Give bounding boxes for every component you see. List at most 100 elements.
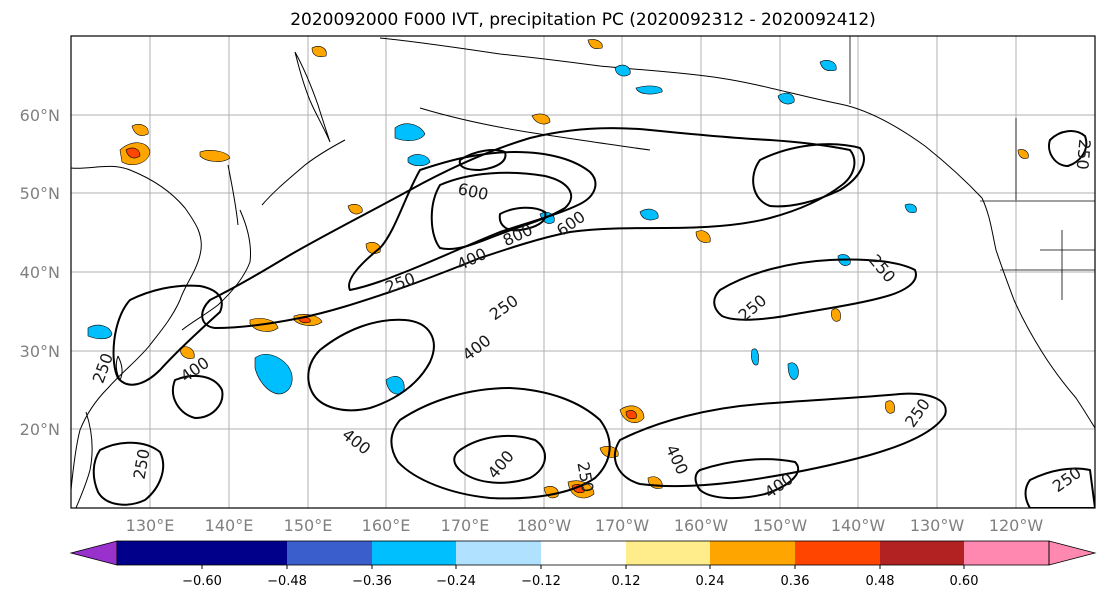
colorbar-swatch xyxy=(202,541,287,565)
ivt-contour-250-subtropic xyxy=(390,387,611,500)
colorbar-tick-label: −0.48 xyxy=(267,574,307,589)
map-frame xyxy=(70,35,1096,509)
colorbar-extend-high xyxy=(1048,540,1097,566)
graticule xyxy=(71,36,1095,508)
colorbar-tick-label: 0.48 xyxy=(866,574,895,589)
ivt-contour-600 xyxy=(430,171,572,250)
ivt-contour-400-southeast xyxy=(694,458,800,500)
ivt-contour-250-se-corner xyxy=(1024,467,1095,508)
precip-patch xyxy=(531,113,551,125)
ivt-contour-250-east xyxy=(713,258,917,321)
map-title: 2020092000 F000 IVT, precipitation PC (2… xyxy=(290,10,876,30)
ivt-contours xyxy=(92,127,1095,508)
colorbar-tick-label: 0.24 xyxy=(696,574,725,589)
kamchatka xyxy=(294,51,331,143)
ivt-contour-250-ne xyxy=(1048,130,1088,167)
precip-patch xyxy=(199,150,231,162)
colorbar-swatch xyxy=(880,541,964,565)
lon-label: 160°W xyxy=(674,516,729,535)
colorbar-tick-label: −0.12 xyxy=(521,574,561,589)
colorbar: −0.60 −0.48 −0.36 −0.24 −0.12 0.12 0.24 … xyxy=(69,540,1097,589)
aleutians xyxy=(419,107,651,151)
precip-patch xyxy=(885,400,895,414)
alaska-coast xyxy=(379,37,983,199)
precip-patch xyxy=(625,410,637,420)
lon-label: 180°W xyxy=(517,516,572,535)
lon-label: 150°E xyxy=(284,516,333,535)
colorbar-swatch xyxy=(456,541,541,565)
ivt-contour-250-lowleft xyxy=(92,441,165,506)
lat-label: 30°N xyxy=(20,342,60,361)
precip-patch xyxy=(131,124,149,136)
ivt-contour-400-west xyxy=(172,374,224,419)
lon-label: 160°E xyxy=(362,516,411,535)
precip-patch xyxy=(777,92,795,105)
lat-label: 20°N xyxy=(20,420,60,439)
precip-patch xyxy=(1017,149,1029,159)
colorbar-tick-label: −0.60 xyxy=(182,574,222,589)
precip-patch xyxy=(407,154,431,167)
colorbar-tick-label: −0.24 xyxy=(436,574,476,589)
philippines xyxy=(75,411,93,508)
colorbar-swatch xyxy=(287,541,372,565)
lat-label: 60°N xyxy=(20,106,60,125)
precip-patch xyxy=(87,324,113,340)
ivt-contour-400 xyxy=(348,151,597,291)
lat-label: 50°N xyxy=(20,184,60,203)
lon-label: 130°W xyxy=(910,516,965,535)
colorbar-tick-label: −0.36 xyxy=(352,574,392,589)
contour-label: 250 xyxy=(1073,138,1095,170)
ivt-contour-250-jet xyxy=(201,127,856,329)
lon-label: 170°E xyxy=(441,516,490,535)
precip-patch xyxy=(347,204,363,215)
precip-patch xyxy=(751,348,759,366)
longitude-labels: 130°E 140°E 150°E 160°E 170°E 180°W 170°… xyxy=(126,516,1044,535)
borders xyxy=(849,36,1095,300)
precip-patch xyxy=(254,354,293,395)
colorbar-swatch xyxy=(795,541,880,565)
precip-patch xyxy=(125,147,141,159)
coastlines xyxy=(71,37,1095,508)
colorbar-swatch xyxy=(710,541,795,565)
colorbar-frame xyxy=(116,540,1050,566)
precip-patch xyxy=(831,308,841,322)
precip-patch xyxy=(787,362,799,380)
ivt-contour-800 xyxy=(498,206,547,232)
ivt-contour-250-southeast xyxy=(613,392,947,488)
precip-patch xyxy=(587,39,603,50)
lon-label: 140°E xyxy=(205,516,254,535)
precip-patch xyxy=(695,230,711,243)
lon-label: 120°W xyxy=(989,516,1044,535)
kuril-chain xyxy=(261,139,346,206)
ivt-contour-400-subtropic xyxy=(453,434,546,484)
precip-patch xyxy=(179,346,195,359)
colorbar-tick-label: 0.12 xyxy=(612,574,641,589)
colorbar-extend-low xyxy=(69,540,118,566)
lon-label: 130°E xyxy=(126,516,175,535)
precip-patch xyxy=(635,85,663,95)
colorbar-tick-label: 0.60 xyxy=(950,574,979,589)
ivt-contour-600-north xyxy=(458,149,507,171)
ivt-contour-250-gulf xyxy=(752,143,865,208)
map-panel: 600 800 600 400 250 250 400 250 250 400 … xyxy=(20,35,1096,535)
ivt-contour-250-center xyxy=(307,318,435,412)
precip-patch xyxy=(904,203,917,214)
colorbar-swatch xyxy=(626,541,710,565)
ivt-contour-250-west xyxy=(112,284,223,386)
north-america-coast xyxy=(981,197,1095,429)
lon-label: 170°W xyxy=(595,516,650,535)
lon-label: 140°W xyxy=(831,516,886,535)
precip-patch xyxy=(614,64,631,77)
colorbar-swatch xyxy=(117,541,202,565)
colorbar-tick-label: 0.36 xyxy=(781,574,810,589)
precip-patch xyxy=(639,208,659,221)
lat-label: 40°N xyxy=(20,263,60,282)
precip-patch xyxy=(385,376,405,395)
latitude-labels: 60°N 50°N 40°N 30°N 20°N xyxy=(20,106,60,439)
sakhalin xyxy=(227,164,239,226)
colorbar-swatch xyxy=(372,541,456,565)
lon-label: 150°W xyxy=(753,516,808,535)
precip-patch xyxy=(394,123,426,141)
precip-patch xyxy=(819,60,837,72)
